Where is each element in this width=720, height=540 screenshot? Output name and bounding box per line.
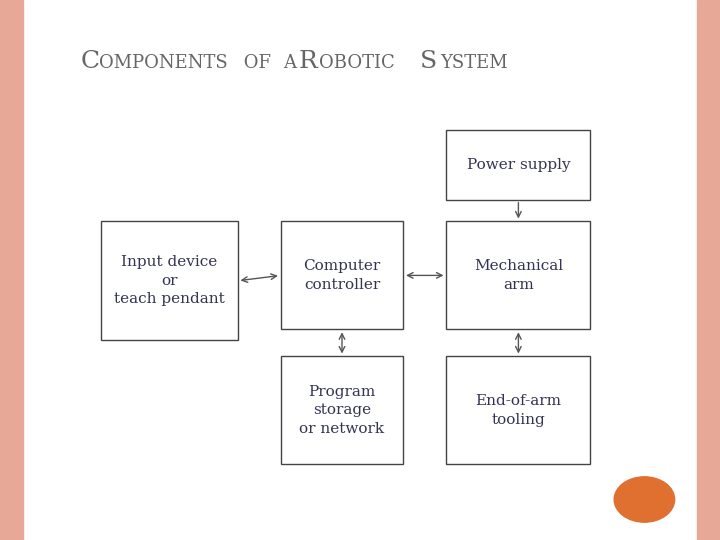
Bar (0, 0, 23, 540)
Bar (281, 221, 403, 329)
Text: OBOTIC: OBOTIC (319, 53, 395, 71)
Bar (446, 130, 590, 200)
Text: Program
storage
or network: Program storage or network (300, 385, 384, 436)
Bar (101, 221, 238, 340)
Bar (446, 221, 590, 329)
Bar (697, 0, 720, 540)
Text: Power supply: Power supply (467, 158, 570, 172)
Text: C: C (81, 50, 100, 72)
Text: OF: OF (238, 53, 276, 71)
Text: R: R (299, 50, 318, 72)
Text: YSTEM: YSTEM (440, 53, 508, 71)
Text: Computer
controller: Computer controller (303, 259, 381, 292)
Bar (446, 356, 590, 464)
Text: A: A (283, 53, 296, 71)
Bar (281, 356, 403, 464)
Text: S: S (420, 50, 437, 72)
Text: Mechanical
arm: Mechanical arm (474, 259, 563, 292)
Circle shape (614, 477, 675, 522)
Text: End-of-arm
tooling: End-of-arm tooling (475, 394, 562, 427)
Text: OMPONENTS: OMPONENTS (99, 53, 228, 71)
Text: Input device
or
teach pendant: Input device or teach pendant (114, 255, 225, 306)
